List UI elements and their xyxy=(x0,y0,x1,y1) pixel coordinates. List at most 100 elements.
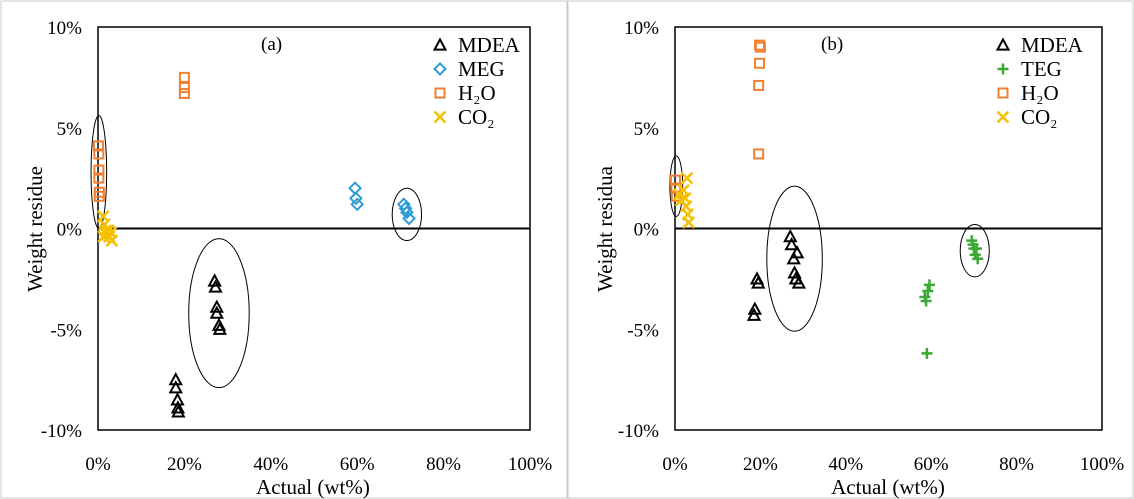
y-axis-title-a: Weight residue xyxy=(23,166,47,292)
legend-marker-x-b xyxy=(996,110,1010,124)
y-tick-label-b: 0% xyxy=(634,220,660,241)
x-tick-label-b: 60% xyxy=(914,454,949,475)
legend-label-b: MDEA xyxy=(1021,33,1084,57)
point-square-a xyxy=(178,71,190,83)
x-tick-label-a: 60% xyxy=(340,454,375,475)
legend-marker-diamond-a xyxy=(433,62,447,76)
x-tick-label-b: 100% xyxy=(1080,454,1125,475)
point-diamond-a xyxy=(348,181,362,196)
legend-marker-triangle-b xyxy=(995,37,1011,51)
x-tick-label-b: 80% xyxy=(999,454,1034,475)
chart-panel-b: (b) Actual (wt%) Weight residua 0% 20% 40%… xyxy=(593,18,1124,499)
point-triangle-a xyxy=(208,279,223,293)
highlight-ellipse-b xyxy=(669,155,684,217)
point-triangle-a xyxy=(171,404,186,418)
y-tick-label-a: 5% xyxy=(57,119,83,140)
point-x-b xyxy=(678,191,692,205)
point-diamond-a xyxy=(398,201,413,216)
x-ticks-a: 0% 20% 40% 60% 80% 100% xyxy=(85,454,552,475)
legend-label-b: CO₂ xyxy=(1021,105,1058,129)
x-ticks-b: 0% 20% 40% 60% 80% 100% xyxy=(662,454,1124,475)
y-tick-label-a: 10% xyxy=(47,18,82,39)
point-plus-b xyxy=(921,347,933,359)
x-tick-label-a: 80% xyxy=(426,454,461,475)
point-triangle-a xyxy=(168,380,183,394)
y-tick-label-b: -10% xyxy=(618,421,659,442)
point-square-a xyxy=(178,87,190,99)
point-triangle-b xyxy=(747,301,763,315)
y-ticks-a: 10% 5% 0% -5% -10% xyxy=(41,18,82,442)
legend-marker-plus-b xyxy=(997,63,1009,75)
legend-marker-triangle-a xyxy=(432,37,448,51)
highlight-ellipse-b xyxy=(959,223,990,278)
panel-b-frame xyxy=(567,0,1134,499)
y-tick-label-b: -5% xyxy=(627,320,659,341)
legend-label-b: H₂O xyxy=(1021,81,1059,105)
panel-label-a: (a) xyxy=(261,34,282,55)
legend-label-a: MDEA xyxy=(458,33,521,57)
point-x-a xyxy=(105,234,119,247)
point-diamond-a xyxy=(348,191,363,206)
point-plus-b xyxy=(970,243,982,255)
point-square-a xyxy=(93,172,105,184)
x-tick-label-b: 0% xyxy=(662,454,688,475)
point-square-a xyxy=(93,148,105,160)
x-tick-label-a: 20% xyxy=(167,454,202,475)
point-triangle-a xyxy=(209,299,224,313)
x-tick-label-a: 100% xyxy=(508,454,553,475)
legend-label-a: MEG xyxy=(458,57,505,81)
chart-panel-a: (a) Actual (wt%) Weight residue 0% 20% 40%… xyxy=(23,18,552,499)
annotations-a xyxy=(90,115,423,389)
point-square-b xyxy=(753,148,765,160)
point-plus-b xyxy=(972,253,984,265)
point-square-b xyxy=(754,57,766,69)
point-triangle-a xyxy=(211,317,227,331)
point-plus-b xyxy=(923,279,935,291)
annotations-b xyxy=(669,155,990,332)
x-tick-label-b: 20% xyxy=(743,454,778,475)
point-triangle-a xyxy=(168,372,183,386)
y-tick-label-a: -10% xyxy=(41,421,82,442)
y-ticks-b: 10% 5% 0% -5% -10% xyxy=(618,18,659,442)
legend-marker-x-a xyxy=(433,110,447,124)
x-tick-label-b: 40% xyxy=(828,454,863,475)
legend-label-b: TEG xyxy=(1021,57,1062,81)
points-b xyxy=(669,39,984,359)
y-tick-label-a: -5% xyxy=(50,320,82,341)
point-square-b xyxy=(753,79,765,91)
y-tick-label-a: 0% xyxy=(57,220,83,241)
panel-label-b: (b) xyxy=(821,34,843,55)
y-axis-title-b: Weight residua xyxy=(593,165,617,292)
highlight-ellipse-b xyxy=(766,185,823,332)
panel-a-frame xyxy=(0,0,568,499)
point-triangle-a xyxy=(212,321,228,335)
point-diamond-a xyxy=(350,197,365,212)
legend-marker-square-b xyxy=(997,87,1009,99)
legend-label-a: CO₂ xyxy=(458,105,495,129)
point-triangle-a xyxy=(209,305,224,319)
y-tick-label-b: 10% xyxy=(624,18,659,39)
x-tick-label-a: 40% xyxy=(253,454,288,475)
highlight-ellipse-a xyxy=(391,187,423,242)
legend-label-a: H₂O xyxy=(458,81,496,105)
point-triangle-a xyxy=(207,273,222,287)
highlight-ellipse-a xyxy=(188,238,250,389)
point-triangle-a xyxy=(170,400,186,414)
x-tick-label-a: 0% xyxy=(85,454,111,475)
point-x-b xyxy=(680,171,694,185)
x-axis-title-a: Actual (wt%) xyxy=(256,475,370,499)
y-tick-label-b: 5% xyxy=(634,119,660,140)
point-square-a xyxy=(93,190,105,202)
point-diamond-a xyxy=(402,211,416,226)
point-diamond-a xyxy=(399,205,414,220)
point-triangle-b xyxy=(784,237,799,251)
point-square-a xyxy=(178,81,190,93)
points-a xyxy=(92,71,416,418)
x-axis-title-b: Actual (wt%) xyxy=(831,475,945,499)
point-triangle-b xyxy=(789,245,805,259)
point-triangle-b xyxy=(751,275,766,289)
point-x-b xyxy=(682,216,696,229)
point-plus-b xyxy=(922,285,934,297)
